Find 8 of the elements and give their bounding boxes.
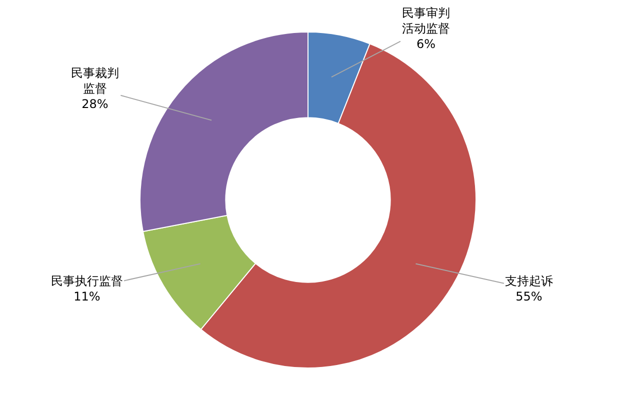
slice-label: 民事裁判监督: [71, 66, 119, 96]
data-label: 28%: [82, 97, 108, 112]
slice-label: 支持起诉: [505, 274, 553, 288]
slice-label: 民事执行监督: [51, 274, 123, 288]
data-label: 11%: [74, 290, 100, 304]
slice-label: 民事审判活动监督: [402, 6, 450, 36]
data-label: 6%: [416, 37, 436, 52]
data-label: 55%: [516, 290, 542, 304]
